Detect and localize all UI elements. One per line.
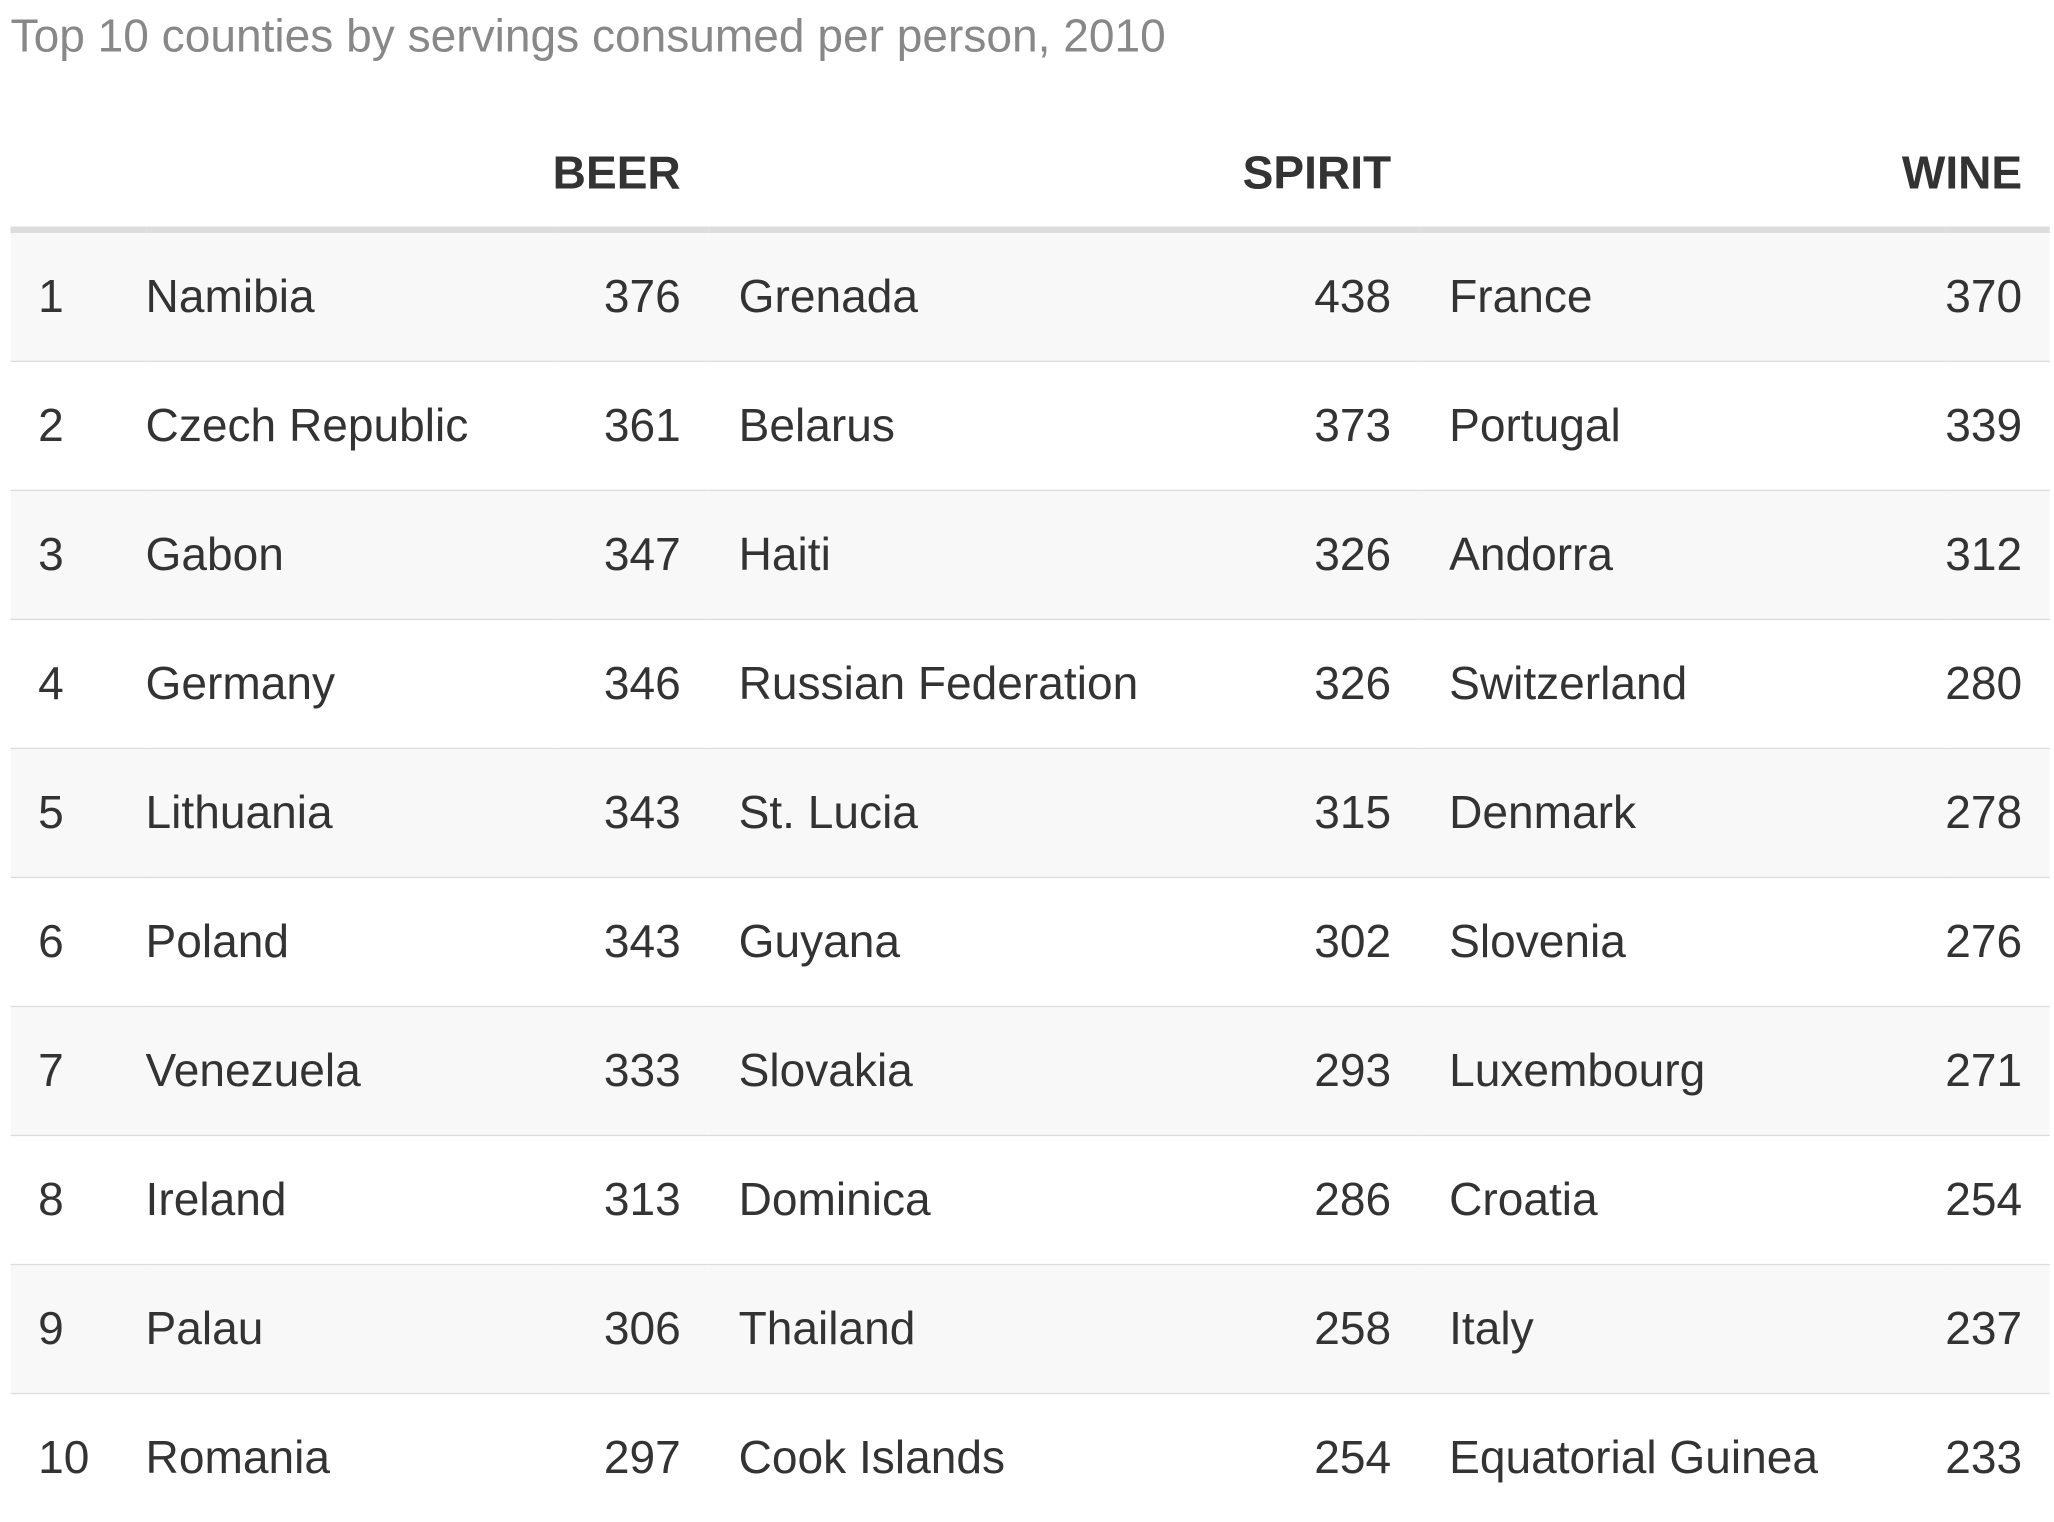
spirit-value-cell: 326 bbox=[1291, 490, 1419, 621]
table-title: Top 10 counties by servings consumed per… bbox=[10, 10, 1166, 62]
table-row: 6 Poland 343 Guyana 302 Slovenia 276 bbox=[10, 877, 2050, 1008]
header-row: BEER SPIRIT WINE bbox=[10, 121, 2050, 234]
beer-value-cell: 343 bbox=[555, 748, 709, 879]
beer-country-cell: Palau bbox=[145, 1264, 556, 1395]
wine-value-cell: 271 bbox=[1945, 1006, 2050, 1137]
beer-country-cell: Czech Republic bbox=[145, 361, 556, 492]
rank-cell: 5 bbox=[10, 748, 146, 879]
wine-country-cell: Equatorial Guinea bbox=[1449, 1431, 1818, 1484]
wine-value-cell: 370 bbox=[1945, 229, 2050, 363]
spirit-country-cell: Thailand bbox=[708, 1264, 1292, 1395]
beer-value-cell: 313 bbox=[555, 1135, 709, 1266]
beer-value-cell: 343 bbox=[555, 877, 709, 1008]
rank-cell: 1 bbox=[10, 229, 146, 363]
column-header-beer: BEER bbox=[10, 121, 709, 234]
table-row: 1 Namibia 376 Grenada 438 France 370 bbox=[10, 229, 2050, 363]
spirit-value-cell: 315 bbox=[1291, 748, 1419, 879]
table-row: 9 Palau 306 Thailand 258 Italy 237 bbox=[10, 1264, 2050, 1395]
beer-country-cell: Ireland bbox=[145, 1135, 556, 1266]
beer-value-cell: 306 bbox=[555, 1264, 709, 1395]
rank-cell: 6 bbox=[10, 877, 146, 1008]
beer-value-cell: 361 bbox=[555, 361, 709, 492]
beer-country-cell: Lithuania bbox=[145, 748, 556, 879]
beer-value-cell: 376 bbox=[555, 229, 709, 363]
rank-cell: 10 bbox=[38, 1431, 90, 1484]
wine-country-cell: Luxembourg bbox=[1418, 1006, 1946, 1137]
rank-cell: 3 bbox=[10, 490, 146, 621]
spirit-value-cell: 302 bbox=[1291, 877, 1419, 1008]
spirit-country-cell: Belarus bbox=[708, 361, 1292, 492]
table-body: 1 Namibia 376 Grenada 438 France 370 2 Czech Rep… bbox=[10, 229, 2050, 1522]
wine-value-cell: 312 bbox=[1945, 490, 2050, 621]
spirit-country-cell: Cook Islands bbox=[738, 1431, 1006, 1484]
table-row: 4 Germany 346 Russian Federation 326 Switzerl… bbox=[10, 619, 2050, 750]
wine-country-cell: Andorra bbox=[1418, 490, 1946, 621]
wine-country-cell: Switzerland bbox=[1418, 619, 1946, 750]
wine-country-cell: Italy bbox=[1418, 1264, 1946, 1395]
beer-value-cell: 346 bbox=[555, 619, 709, 750]
beer-country-cell: Venezuela bbox=[145, 1006, 556, 1137]
table-row: 2 Czech Republic 361 Belarus 373 Portugal 339 bbox=[10, 361, 2050, 492]
beer-value-cell: 297 bbox=[603, 1431, 681, 1484]
wine-value-cell: 233 bbox=[1945, 1431, 2023, 1484]
rank-cell: 2 bbox=[10, 361, 146, 492]
wine-country-cell: Croatia bbox=[1418, 1135, 1946, 1266]
wine-value-cell: 278 bbox=[1945, 748, 2050, 879]
rankings-table: BEER SPIRIT WINE 1 Namibia 376 Grenada 438 Fr… bbox=[10, 121, 2050, 1522]
wine-country-cell: Slovenia bbox=[1418, 877, 1946, 1008]
spirit-value-cell: 373 bbox=[1291, 361, 1419, 492]
beer-value-cell: 333 bbox=[555, 1006, 709, 1137]
spirit-country-cell: Slovakia bbox=[708, 1006, 1292, 1137]
spirit-value-cell: 254 bbox=[1314, 1431, 1392, 1484]
spirit-country-cell: Russian Federation bbox=[708, 619, 1292, 750]
column-header-spirit: SPIRIT bbox=[708, 121, 1419, 234]
wine-value-cell: 254 bbox=[1945, 1135, 2050, 1266]
table-row: 8 Ireland 313 Dominica 286 Croatia 254 bbox=[10, 1135, 2050, 1266]
rank-cell: 9 bbox=[10, 1264, 146, 1395]
spirit-value-cell: 293 bbox=[1291, 1006, 1419, 1137]
wine-value-cell: 280 bbox=[1945, 619, 2050, 750]
table-row: 10 Romania 297 Cook Islands 254 Equatorial Gu… bbox=[11, 1394, 2050, 1522]
spirit-value-cell: 326 bbox=[1291, 619, 1419, 750]
spirit-value-cell: 286 bbox=[1291, 1135, 1419, 1266]
wine-value-cell: 237 bbox=[1945, 1264, 2050, 1395]
beer-country-cell: Gabon bbox=[145, 490, 556, 621]
spirit-country-cell: Dominica bbox=[708, 1135, 1292, 1266]
column-header-wine: WINE bbox=[1418, 121, 2050, 234]
wine-value-cell: 276 bbox=[1945, 877, 2050, 1008]
spirit-country-cell: St. Lucia bbox=[708, 748, 1292, 879]
spirit-country-cell: Guyana bbox=[708, 877, 1292, 1008]
spirit-country-cell: Haiti bbox=[708, 490, 1292, 621]
beer-country-cell: Germany bbox=[145, 619, 556, 750]
beer-country-cell: Namibia bbox=[145, 229, 556, 363]
rank-cell: 8 bbox=[10, 1135, 146, 1266]
spirit-value-cell: 258 bbox=[1291, 1264, 1419, 1395]
table-row: 3 Gabon 347 Haiti 326 Andorra 312 bbox=[10, 490, 2050, 621]
wine-value-cell: 339 bbox=[1945, 361, 2050, 492]
spirit-value-cell: 438 bbox=[1291, 229, 1419, 363]
table-row: 7 Venezuela 333 Slovakia 293 Luxembourg 271 bbox=[10, 1006, 2050, 1137]
wine-country-cell: France bbox=[1418, 229, 1946, 363]
spirit-country-cell: Grenada bbox=[708, 229, 1292, 363]
beer-country-cell: Poland bbox=[145, 877, 556, 1008]
rank-cell: 7 bbox=[10, 1006, 146, 1137]
table-row: 5 Lithuania 343 St. Lucia 315 Denmark 278 bbox=[10, 748, 2050, 879]
wine-country-cell: Portugal bbox=[1418, 361, 1946, 492]
beer-value-cell: 347 bbox=[555, 490, 709, 621]
rank-cell: 4 bbox=[10, 619, 146, 750]
wine-country-cell: Denmark bbox=[1418, 748, 1946, 879]
beer-country-cell: Romania bbox=[145, 1431, 330, 1484]
